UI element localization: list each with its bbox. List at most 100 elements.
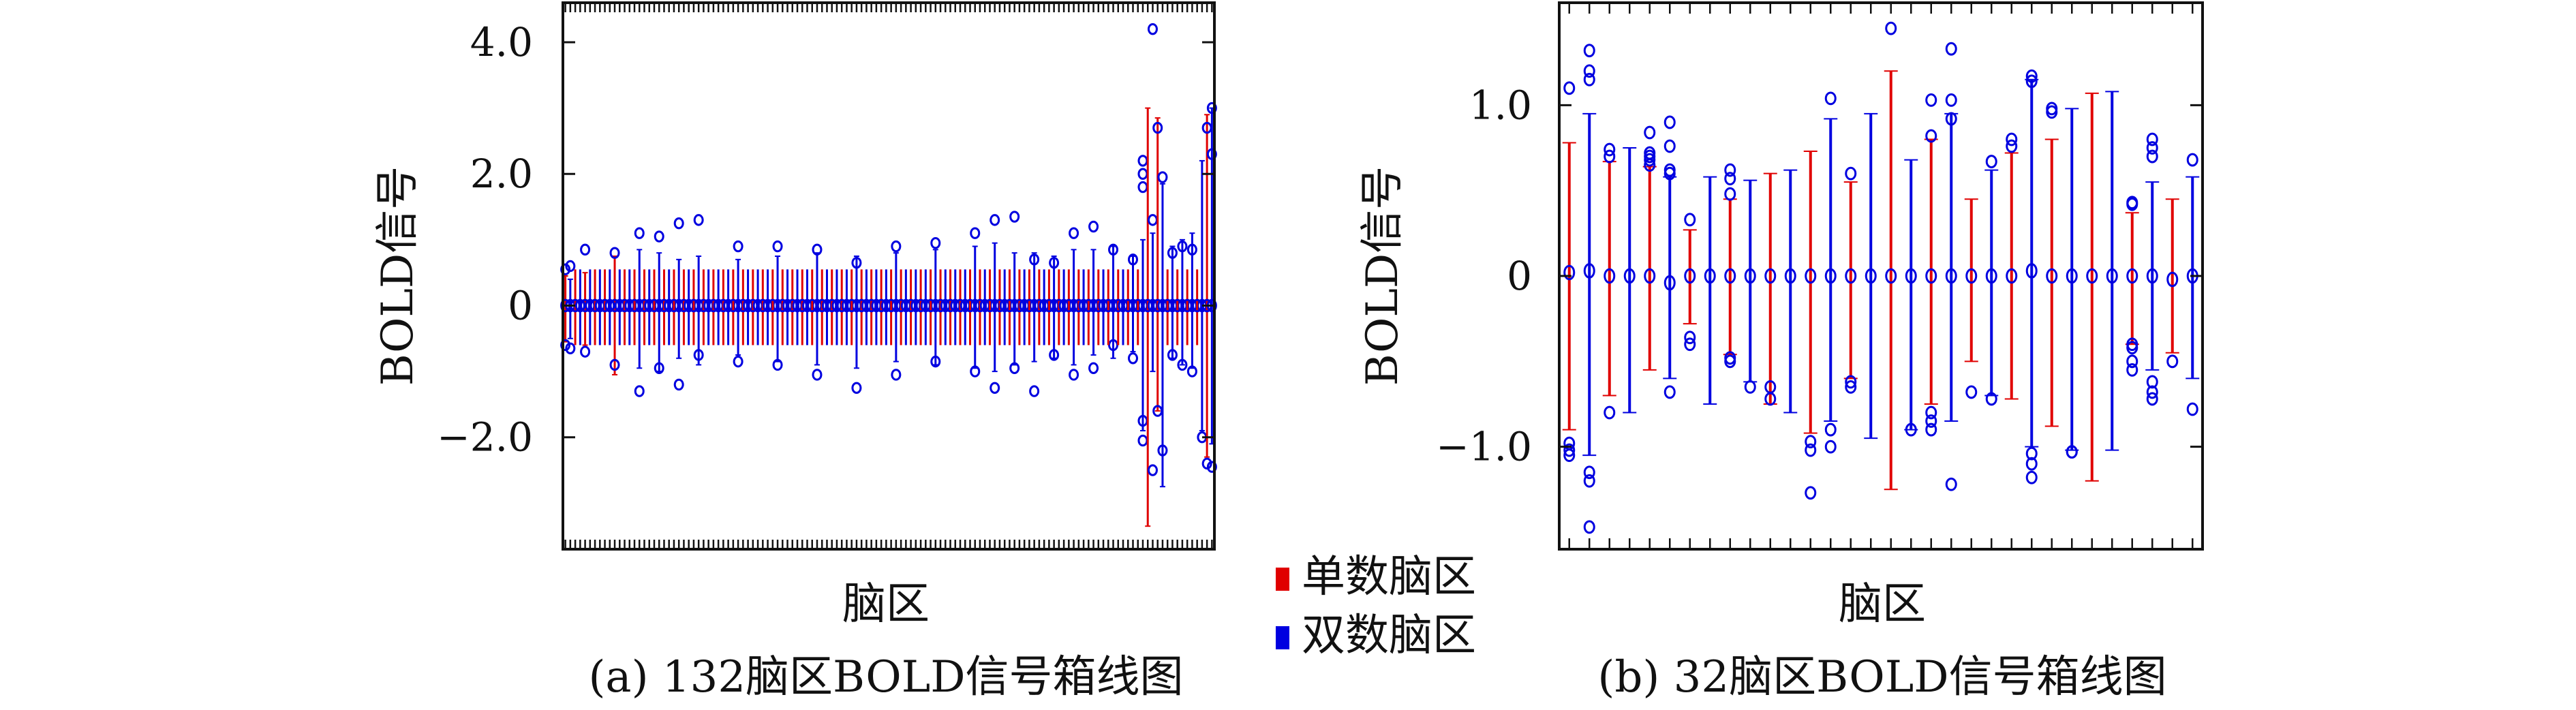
outlier-point	[1029, 253, 1040, 266]
outlier-point	[812, 369, 823, 381]
panel-b-axis-ticks: 1.0 0 −1.0	[1436, 3, 2203, 549]
outlier-point	[1925, 414, 1937, 428]
outlier-point	[1663, 139, 1676, 153]
outlier-point	[1206, 102, 1217, 114]
outlier-point	[2126, 341, 2138, 355]
panel-a-box-region-107	[1083, 269, 1094, 345]
legend: 单数脑区 双数脑区	[1276, 552, 1476, 661]
panel-a-box-region-103	[1063, 269, 1074, 345]
outlier-point	[2025, 457, 2038, 471]
median-marker	[1024, 298, 1034, 313]
median-marker	[1885, 268, 1897, 284]
outlier-point	[2025, 446, 2038, 461]
outlier-point	[930, 236, 941, 249]
outlier-point	[2126, 354, 2138, 369]
panel-b-box-region-27	[2085, 92, 2099, 482]
outlier-point	[2146, 375, 2158, 389]
panel-a-box-region-116	[1128, 253, 1138, 365]
outlier-point	[1583, 72, 1595, 87]
panel-a-box-region-111	[1103, 269, 1114, 345]
panel-b-ytick-label: −1.0	[1436, 424, 1532, 470]
outlier-point	[580, 243, 591, 256]
panel-a-box-region-127	[1182, 269, 1193, 345]
median-marker	[728, 298, 739, 313]
outlier-point	[1684, 330, 1696, 345]
outlier-point	[772, 358, 783, 371]
outlier-point	[1945, 477, 1957, 491]
outlier-point	[2146, 132, 2158, 146]
outlier-point	[2006, 132, 2018, 146]
outlier-point	[733, 240, 743, 253]
outlier-point	[1925, 422, 1937, 437]
outlier-point	[891, 369, 902, 381]
outlier-point	[1604, 149, 1616, 164]
outlier-point	[560, 263, 571, 276]
median-marker	[965, 298, 975, 313]
outlier-point	[1985, 155, 1997, 168]
median-marker	[1004, 298, 1015, 313]
outlier-point	[1157, 444, 1168, 457]
outlier-point	[1147, 464, 1158, 476]
panel-a-box-region-115	[1122, 269, 1133, 345]
panel-b-x-axis-label: 脑区	[1839, 579, 1926, 630]
panel-a-box-region-84	[970, 227, 981, 377]
outlier-point	[1069, 227, 1079, 239]
outlier-point	[693, 349, 704, 361]
outlier-point	[2146, 385, 2158, 399]
legend-label-even: 双数脑区	[1302, 611, 1476, 661]
median-marker	[1122, 298, 1133, 313]
panel-b-ytick-label: 1.0	[1469, 82, 1532, 128]
outlier-point	[565, 342, 576, 354]
outlier-point	[1885, 21, 1897, 35]
legend-label-odd: 单数脑区	[1302, 552, 1476, 602]
outlier-point	[1663, 115, 1676, 129]
outlier-point	[580, 345, 591, 358]
outlier-point	[1604, 405, 1616, 420]
panel-a-ytick-label: 2.0	[470, 151, 533, 197]
outlier-point	[1177, 240, 1188, 253]
panel-b-box-region-31	[2165, 198, 2179, 369]
outlier-point	[1128, 352, 1138, 365]
panel-a-box-region-4	[574, 269, 585, 345]
outlier-point	[1744, 380, 1756, 394]
panel-a-box-region-117	[1133, 269, 1144, 345]
outlier-point	[1186, 365, 1197, 377]
panel-a-box-region-23	[669, 269, 679, 345]
outlier-point	[2025, 470, 2038, 484]
outlier-point	[2006, 139, 2018, 153]
panel-b-box-region-4	[1623, 147, 1637, 414]
outlier-point	[1137, 155, 1148, 167]
median-marker	[1865, 268, 1877, 284]
outlier-point	[2126, 362, 2138, 377]
median-marker	[669, 298, 679, 313]
panel-a-plot-frame	[562, 1, 1216, 551]
outlier-point	[1663, 166, 1676, 181]
panel-a-axis-ticks: 4.0 2.0 0 −2.0	[437, 3, 1214, 549]
median-marker	[574, 298, 585, 313]
panel-b-box-region-5	[1642, 125, 1657, 371]
outlier-point	[1137, 434, 1148, 447]
median-marker	[1945, 268, 1957, 284]
outlier-point	[565, 260, 576, 273]
panel-a-box-region-120	[1147, 22, 1158, 476]
outlier-point	[2126, 197, 2138, 211]
panel-a-box-region-35	[728, 269, 739, 345]
median-marker	[688, 298, 699, 313]
outlier-point	[1128, 253, 1138, 266]
outlier-point	[1201, 457, 1212, 470]
outlier-point	[733, 355, 743, 368]
outlier-point	[1724, 172, 1736, 186]
outlier-point	[1088, 220, 1099, 233]
outlier-point	[812, 243, 823, 256]
panel-a-box-region-52	[812, 243, 823, 381]
outlier-point	[970, 227, 981, 239]
median-marker	[2046, 268, 2058, 284]
outlier-point	[1206, 148, 1217, 160]
median-marker	[2025, 263, 2038, 279]
panel-b-caption: (b) 32脑区BOLD信号箱线图	[1597, 652, 2166, 703]
outlier-point	[1186, 243, 1197, 256]
outlier-point	[1845, 166, 1857, 181]
outlier-point	[609, 247, 620, 259]
outlier-point	[1925, 405, 1937, 420]
